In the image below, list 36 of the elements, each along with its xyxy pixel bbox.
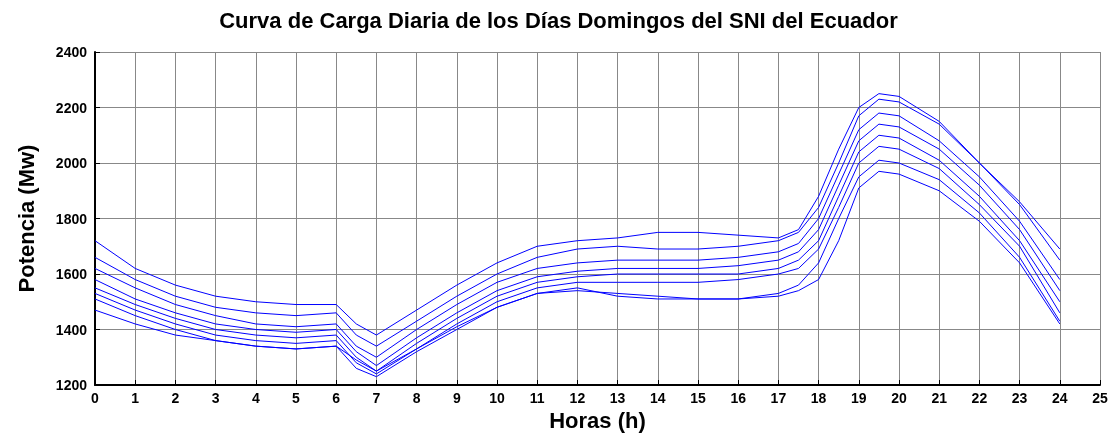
x-tick-label: 22 — [971, 390, 988, 406]
y-axis-title: Potencia (Mw) — [13, 144, 39, 293]
y-tick-label: 1400 — [55, 321, 88, 338]
y-tick-label: 2200 — [55, 99, 88, 116]
x-tick-label: 21 — [931, 390, 948, 406]
x-tick-label: 1 — [131, 390, 140, 406]
x-tick-label: 6 — [332, 390, 341, 406]
x-tick-label: 16 — [730, 390, 747, 406]
x-tick-label: 18 — [810, 390, 827, 406]
x-tick-label: 19 — [851, 390, 867, 406]
y-tick-label: 1800 — [55, 210, 88, 227]
y-tick-label: 1600 — [55, 266, 88, 282]
x-tick-label: 17 — [770, 390, 787, 406]
x-tick-label: 8 — [412, 390, 421, 406]
y-tick-label: 1200 — [55, 377, 88, 393]
x-tick-label: 20 — [891, 390, 907, 406]
x-tick-label: 11 — [529, 390, 545, 406]
x-axis-title: Horas (h) — [549, 408, 646, 434]
x-tick-label: 7 — [372, 390, 381, 406]
y-tick-label: 2000 — [55, 155, 88, 171]
x-tick-label: 3 — [211, 390, 220, 406]
x-tick-label: 12 — [569, 390, 586, 406]
x-tick-label: 4 — [251, 390, 260, 406]
x-tick-label: 5 — [292, 390, 301, 406]
x-tick-label: 13 — [609, 390, 626, 406]
x-tick-label: 14 — [650, 390, 666, 406]
x-tick-label: 23 — [1011, 390, 1028, 406]
x-tick-label: 10 — [489, 390, 505, 406]
x-tick-label: 0 — [91, 390, 100, 406]
x-tick-label: 15 — [690, 390, 706, 406]
x-tick-label: 25 — [1092, 390, 1108, 406]
chart-title: Curva de Carga Diaria de los Días Domingos del SNI del Ecuador — [219, 7, 899, 33]
y-tick-label: 2400 — [55, 44, 88, 60]
x-tick-label: 9 — [452, 390, 461, 406]
x-tick-label: 2 — [171, 390, 180, 406]
x-tick-label: 24 — [1052, 390, 1068, 406]
